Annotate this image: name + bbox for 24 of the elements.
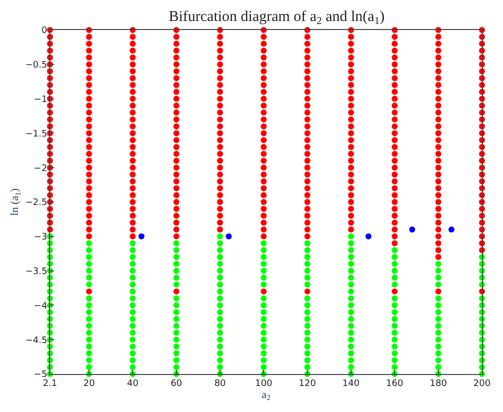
x-tick-label: 60 [170, 378, 182, 389]
x-tick-label: 80 [214, 378, 226, 389]
y-tick-label: −4 [34, 301, 48, 312]
x-tick-label: 100 [255, 378, 273, 389]
y-tick-label: −3 [34, 232, 48, 243]
y-tick-label: −1.5 [25, 129, 48, 140]
y-tick-label: −1 [34, 94, 48, 105]
x-tick-label: 20 [83, 378, 96, 389]
chart-title: Bifurcation diagram of a$_{2}$ and ln(a$_{1}$) [168, 8, 385, 27]
x-tick-label: 140 [342, 378, 360, 389]
y-tick-label: −5 [34, 370, 48, 380]
y-tick-label: −0.5 [25, 60, 48, 71]
x-tick-label: 40 [127, 378, 139, 389]
y-tick-label: 0 [41, 26, 48, 36]
x-tick-label: 120 [298, 378, 316, 389]
y-tick-label: −3.5 [25, 266, 48, 277]
x-tick-label: 180 [430, 378, 448, 389]
x-axis-title: a$_{2}$ [262, 388, 271, 402]
y-tick-label: −2 [34, 164, 48, 174]
x-tick-label: 200 [473, 378, 491, 389]
y-tick-label: −4.5 [25, 336, 48, 346]
x-tick-label: 160 [386, 378, 404, 389]
x-tick-label: 2.1 [42, 378, 58, 389]
y-tick-label: −2.5 [25, 198, 48, 208]
